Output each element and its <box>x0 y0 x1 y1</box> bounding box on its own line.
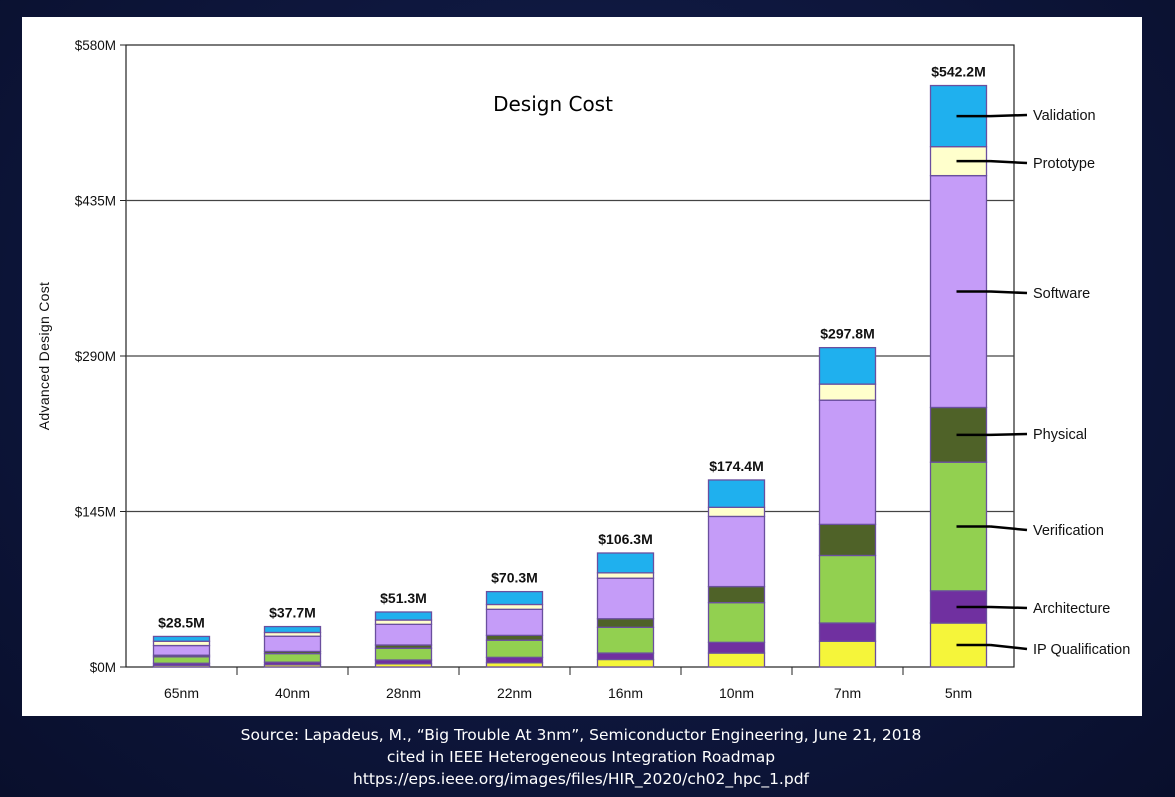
x-tick-label: 22nm <box>497 685 532 701</box>
bar-segment-validation <box>818 346 877 385</box>
bar-segment-ip-qualification <box>818 640 877 668</box>
bar-segment-physical <box>707 585 766 604</box>
x-tick-label: 28nm <box>386 685 421 701</box>
bar-segment-architecture <box>818 622 877 642</box>
bar-segment-software <box>152 644 211 656</box>
bar-segment-software <box>818 399 877 526</box>
bar-segment-ip-qualification <box>707 652 766 668</box>
bar-segment-software <box>485 608 544 637</box>
source-line-1: Source: Lapadeus, M., “Big Trouble At 3n… <box>240 726 922 744</box>
legend-label-prototype: Prototype <box>1033 156 1095 172</box>
x-tick-label: 65nm <box>164 685 199 701</box>
x-tick-label: 5nm <box>945 685 972 701</box>
legend-label-validation: Validation <box>1033 108 1096 124</box>
bar-total-label: $37.7M <box>269 605 316 621</box>
bar-total-label: $297.8M <box>820 326 874 342</box>
bar-segment-validation <box>596 552 655 574</box>
bar-segment-ip-qualification <box>596 658 655 668</box>
bar-segment-validation <box>707 479 766 508</box>
bar-segment-verification <box>374 647 433 661</box>
bar-total-label: $51.3M <box>380 590 427 606</box>
legend-callout-line <box>990 643 1028 651</box>
y-tick-label: $580M <box>75 38 116 53</box>
bar-total-label: $106.3M <box>598 531 652 547</box>
bar-segment-prototype <box>485 603 544 610</box>
bar-segment-architecture <box>596 652 655 661</box>
legend-callout-line <box>990 605 1028 610</box>
bar-segment-physical <box>596 618 655 628</box>
x-tick-label: 7nm <box>834 685 861 701</box>
y-tick-label: $290M <box>75 349 116 364</box>
bar-total-label: $542.2M <box>931 64 985 80</box>
legend-label-ip-qualification: IP Qualification <box>1033 642 1130 658</box>
bar-segment-validation <box>152 635 211 642</box>
bar-segment-prototype <box>596 572 655 579</box>
legend-label-architecture: Architecture <box>1033 601 1110 617</box>
bar-segment-physical <box>818 523 877 557</box>
bar-segment-verification <box>485 639 544 658</box>
bar-total-label: $28.5M <box>158 614 205 630</box>
bar-segment-software <box>707 515 766 588</box>
y-tick-label: $435M <box>75 194 116 209</box>
bar-segment-prototype <box>818 383 877 401</box>
legend-callout-line <box>990 432 1028 437</box>
bar-segment-validation <box>374 611 433 621</box>
source-line-2: cited in IEEE Heterogeneous Integration … <box>386 748 776 766</box>
bar-total-label: $70.3M <box>491 570 538 586</box>
bar-segment-software <box>263 635 322 653</box>
x-tick-label: 40nm <box>275 685 310 701</box>
bar-segment-verification <box>818 554 877 624</box>
bar-segment-verification <box>707 602 766 643</box>
legend-callout-line <box>990 290 1028 295</box>
legend-callout-line <box>990 113 1028 118</box>
bar-segment-architecture <box>707 641 766 654</box>
bar-segment-software <box>374 623 433 646</box>
bar-segment-validation <box>485 590 544 606</box>
legend-label-physical: Physical <box>1033 427 1087 443</box>
bar-segment-verification <box>596 626 655 654</box>
chart-panel: $0M $145M $290M $435M $580M Advanced Design C… <box>22 17 1142 716</box>
y-tick-label: $145M <box>75 505 116 520</box>
bar-segment-verification <box>152 656 211 664</box>
source-line-3: https://eps.ieee.org/images/files/HIR_20… <box>353 770 809 788</box>
bar-segment-validation <box>263 625 322 634</box>
legend-label-software: Software <box>1033 286 1090 302</box>
legend-callout-line <box>990 525 1028 532</box>
legend-label-verification: Verification <box>1033 523 1104 539</box>
bar-segment-verification <box>263 652 322 663</box>
legend-callout-line <box>990 159 1028 165</box>
bar-total-label: $174.4M <box>709 458 763 474</box>
stacked-bar-chart: $0M $145M $290M $435M $580M Advanced Design C… <box>36 38 1130 701</box>
x-tick-label: 16nm <box>608 685 643 701</box>
bar-segment-software <box>596 577 655 620</box>
bar-segment-physical <box>485 634 544 641</box>
x-tick-label: 10nm <box>719 685 754 701</box>
y-axis-title: Advanced Design Cost <box>36 282 52 430</box>
source-caption: Source: Lapadeus, M., “Big Trouble At 3n… <box>0 724 1162 790</box>
bar-segment-architecture <box>485 656 544 664</box>
y-tick-label: $0M <box>90 660 116 675</box>
bar-segment-prototype <box>707 506 766 518</box>
chart-title: Design Cost <box>493 92 613 116</box>
